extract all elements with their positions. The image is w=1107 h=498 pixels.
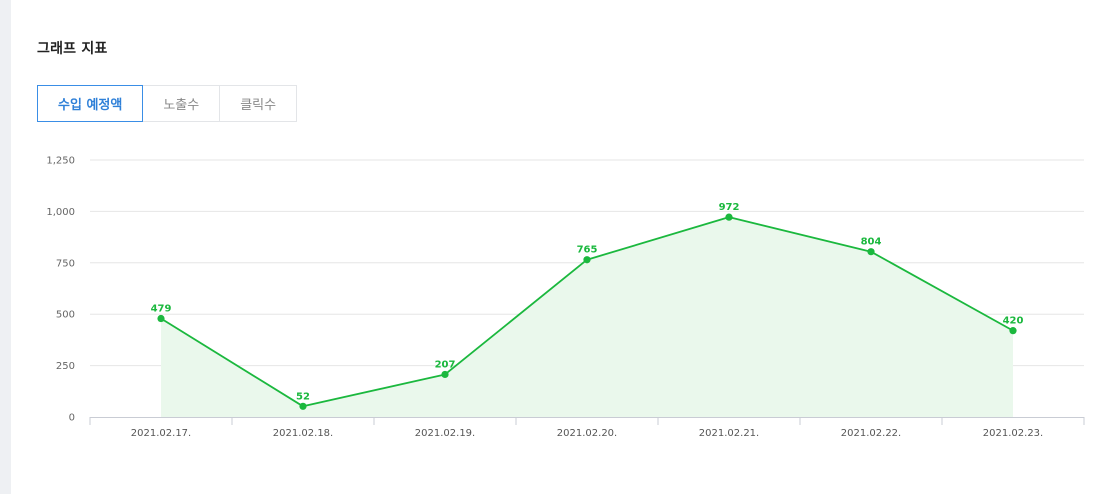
- data-point: [583, 256, 591, 264]
- tab-expected-revenue[interactable]: 수입 예정액: [37, 85, 144, 122]
- series-area: [161, 217, 1013, 417]
- x-tick-label: 2021.02.22.: [841, 428, 901, 439]
- line-chart: 0 250 500 750 1,000 1,250 2021.02.17. 2021.02.1…: [11, 0, 1107, 494]
- left-rail: [0, 0, 11, 494]
- chart-svg: 0 250 500 750 1,000 1,250 2021.02.17. 2021.02.1…: [46, 156, 1085, 439]
- x-tick-label: 2021.02.17.: [131, 428, 191, 439]
- y-tick-label: 750: [56, 258, 75, 269]
- data-label: 972: [719, 202, 740, 213]
- data-label: 207: [435, 359, 456, 370]
- y-tick-label: 250: [56, 361, 75, 372]
- data-label: 479: [151, 304, 172, 315]
- data-label: 52: [296, 391, 310, 402]
- metric-tabs: 수입 예정액 노출수 클릭수: [37, 85, 298, 122]
- x-tick-label: 2021.02.23.: [983, 428, 1043, 439]
- data-point: [1009, 327, 1017, 335]
- y-tick-label: 0: [69, 413, 75, 424]
- section-title: 그래프 지표: [37, 41, 108, 57]
- x-tick-label: 2021.02.18.: [273, 428, 333, 439]
- data-label: 804: [861, 237, 882, 248]
- data-point: [867, 248, 875, 256]
- x-tick-label: 2021.02.20.: [557, 428, 617, 439]
- x-tick-label: 2021.02.19.: [415, 428, 475, 439]
- chart-panel: 그래프 지표 수입 예정액 노출수 클릭수 0 250 500 750 1,000 1,2…: [11, 0, 1107, 494]
- data-point: [299, 402, 307, 410]
- y-tick-label: 500: [56, 310, 75, 321]
- x-tick-label: 2021.02.21.: [699, 428, 759, 439]
- y-tick-label: 1,250: [46, 156, 75, 167]
- tab-clicks[interactable]: 클릭수: [219, 85, 298, 122]
- data-point: [725, 213, 733, 221]
- y-tick-label: 1,000: [46, 207, 75, 218]
- data-point: [157, 314, 165, 323]
- data-point: [441, 370, 449, 379]
- data-label: 765: [577, 245, 598, 256]
- data-label: 420: [1003, 316, 1024, 327]
